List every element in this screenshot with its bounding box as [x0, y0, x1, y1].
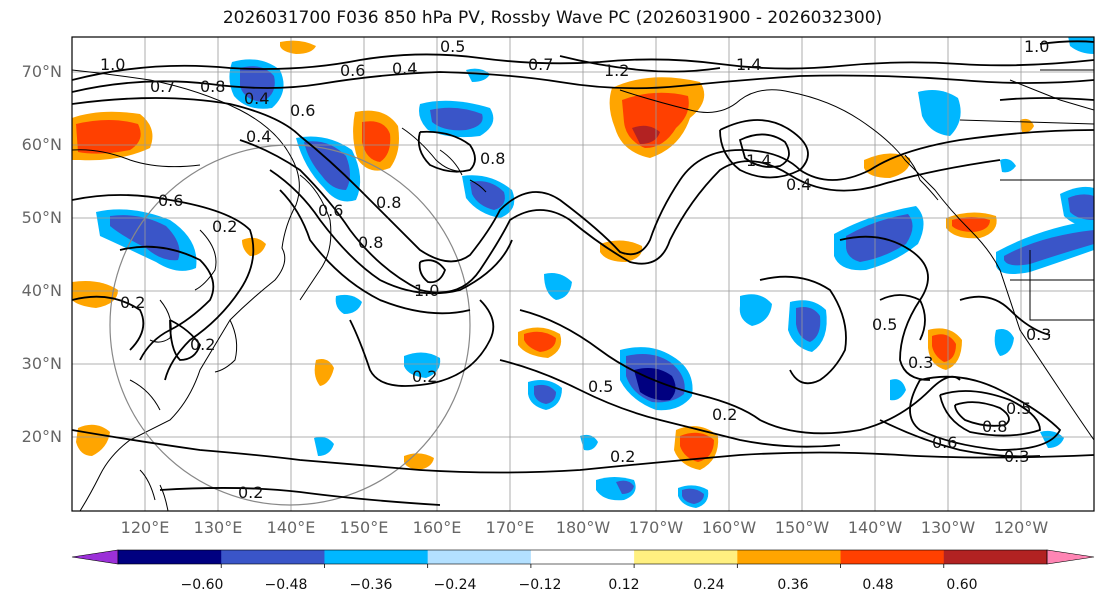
contour-labels: 0.5 0.4 0.7 1.2 1.4 1.0 0.6 0.8 0.4 0.6 …: [100, 37, 1051, 502]
colorbar-tick-label: −0.60: [180, 577, 224, 593]
contour-label: 0.3: [1026, 325, 1051, 344]
contour-label: 1.0: [414, 281, 439, 300]
contour-label: 0.8: [376, 193, 401, 212]
colorbar-swatch: [530, 550, 635, 564]
colorbar-swatch: [840, 550, 945, 564]
contour-label: 0.8: [982, 417, 1007, 436]
colorbar-tick-label: −0.36: [349, 577, 393, 593]
colorbar-swatch: [324, 550, 429, 564]
colorbar-extend-min: [71, 549, 119, 565]
colorbar: [71, 549, 1095, 568]
contour-label: 1.2: [604, 61, 629, 80]
contour-label: 0.6: [290, 101, 315, 120]
contour-label: 0.4: [246, 127, 271, 146]
contour-label: 0.8: [480, 149, 505, 168]
contour-label: 0.2: [190, 335, 215, 354]
contour-label: 0.5: [1006, 399, 1031, 418]
map-title: 2026031700 F036 850 hPa PV, Rossby Wave …: [222, 8, 883, 28]
contour-label: 1.4: [736, 55, 761, 74]
colorbar-swatch: [221, 550, 325, 564]
colorbar-swatch: [943, 550, 1048, 564]
contour-label: 0.2: [238, 483, 263, 502]
lon-label: 160°E: [412, 518, 462, 537]
thin-contours: [72, 149, 217, 411]
contour-label: 1.4: [746, 151, 771, 170]
contour-label: 0.2: [712, 405, 737, 424]
contour-label: 1.0: [100, 55, 125, 74]
colorbar-tick-label: −0.12: [518, 577, 562, 593]
colorbar-tick-label: 0.12: [608, 577, 640, 593]
contour-label: 0.5: [872, 315, 897, 334]
colorbar-tick-label: 0.60: [946, 577, 978, 593]
lon-label: 180°W: [555, 518, 611, 537]
contour-label: 0.4: [392, 59, 417, 78]
lat-label: 30°N: [21, 354, 62, 373]
lon-label: 130°W: [920, 518, 976, 537]
contour-label: 0.6: [340, 61, 365, 80]
lon-label: 120°E: [120, 518, 170, 537]
contour-label: 0.6: [318, 201, 343, 220]
contour-label: 0.6: [158, 191, 183, 210]
contour-label: 0.5: [440, 37, 465, 56]
colorbar-swatch: [737, 550, 842, 564]
contour-label: 0.6: [932, 433, 957, 452]
contour-label: 0.5: [588, 377, 613, 396]
contour-label: 0.8: [200, 77, 225, 96]
lat-lon-grid: [72, 37, 1094, 511]
contour-label: 0.4: [786, 175, 811, 194]
contour-label: 0.8: [358, 233, 383, 252]
colorbar-tick-label: −0.24: [433, 577, 477, 593]
contour-label: 0.7: [150, 77, 175, 96]
pv-contours: [72, 40, 1094, 506]
projection-circle: [109, 144, 471, 506]
colorbar-swatch: [634, 550, 738, 564]
colorbar-extend-max: [1046, 549, 1095, 565]
colorbar-swatch: [427, 550, 532, 564]
lon-label: 120°W: [993, 518, 1049, 537]
lon-label: 150°E: [339, 518, 389, 537]
lon-label: 170°E: [485, 518, 535, 537]
lon-label: 140°E: [266, 518, 316, 537]
contour-label: 0.2: [610, 447, 635, 466]
contour-label: 0.2: [412, 367, 437, 386]
contour-label: 0.4: [244, 89, 269, 108]
contour-label: 0.2: [120, 293, 145, 312]
colorbar-tick-label: 0.36: [777, 577, 809, 593]
colorbar-tick-label: 0.24: [693, 577, 725, 593]
lat-label: 60°N: [21, 135, 62, 154]
lon-label: 170°W: [628, 518, 684, 537]
lon-label: 130°E: [193, 518, 243, 537]
lon-label: 160°W: [701, 518, 757, 537]
lat-label: 70°N: [21, 62, 62, 81]
lat-label: 50°N: [21, 208, 62, 227]
colorbar-swatch: [118, 550, 222, 564]
colorbar-tick-label: 0.48: [862, 577, 894, 593]
contour-label: 0.7: [528, 55, 553, 74]
contour-label: 0.3: [1004, 447, 1029, 466]
lon-label: 150°W: [774, 518, 830, 537]
colorbar-frame: [117, 549, 1048, 565]
lat-label: 20°N: [21, 427, 62, 446]
lon-label: 140°W: [847, 518, 903, 537]
contour-label: 0.2: [212, 217, 237, 236]
colorbar-tick-label: −0.48: [264, 577, 308, 593]
contour-label: 0.3: [908, 353, 933, 372]
map-frame: [71, 36, 1095, 512]
contour-label: 1.0: [1024, 37, 1049, 56]
positive-anomalies: [72, 40, 1034, 470]
lat-label: 40°N: [21, 281, 62, 300]
